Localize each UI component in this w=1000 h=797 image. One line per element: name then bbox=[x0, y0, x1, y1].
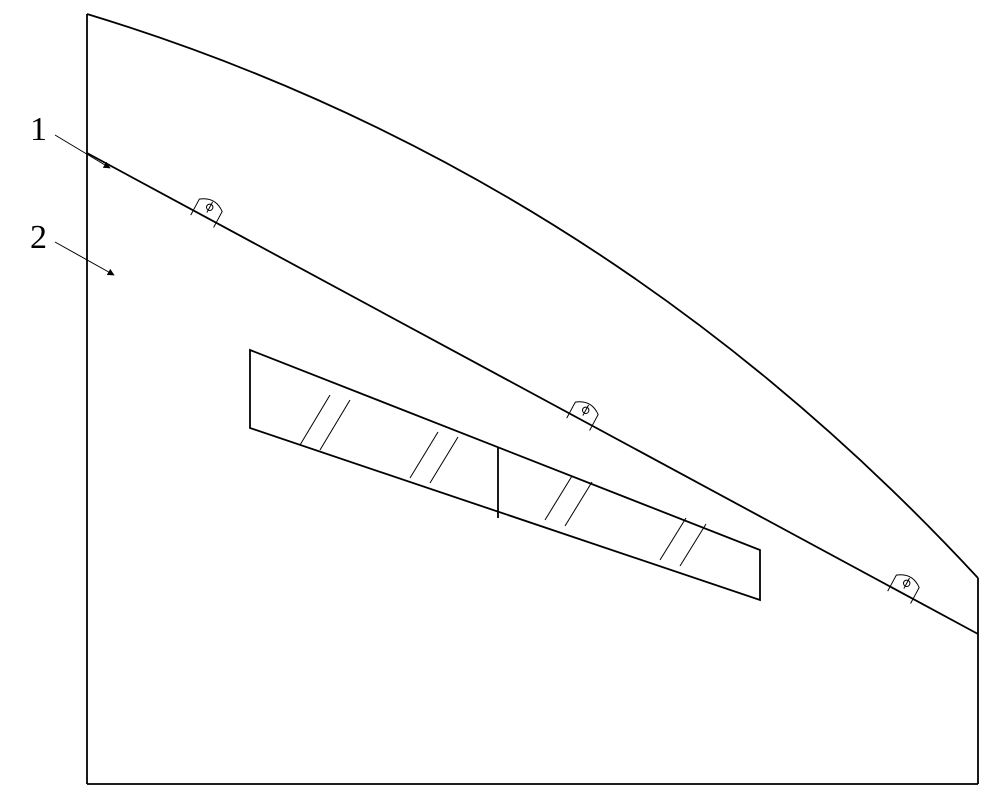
glass-hatch bbox=[430, 437, 458, 483]
callout-label: 2 bbox=[30, 219, 47, 256]
glass-hatch bbox=[545, 476, 572, 520]
glass-hatch bbox=[660, 518, 686, 560]
callout-label: 1 bbox=[30, 111, 47, 148]
leader-line bbox=[55, 242, 114, 275]
inner-diagonal bbox=[87, 153, 978, 634]
glass-hatch bbox=[565, 482, 592, 526]
glass-hatch bbox=[680, 524, 706, 566]
frame-top-arc bbox=[87, 14, 978, 578]
glass-hatch bbox=[320, 400, 350, 450]
glass-hatch bbox=[300, 395, 330, 445]
glass-hatch bbox=[410, 432, 438, 478]
leader-line bbox=[55, 135, 110, 168]
